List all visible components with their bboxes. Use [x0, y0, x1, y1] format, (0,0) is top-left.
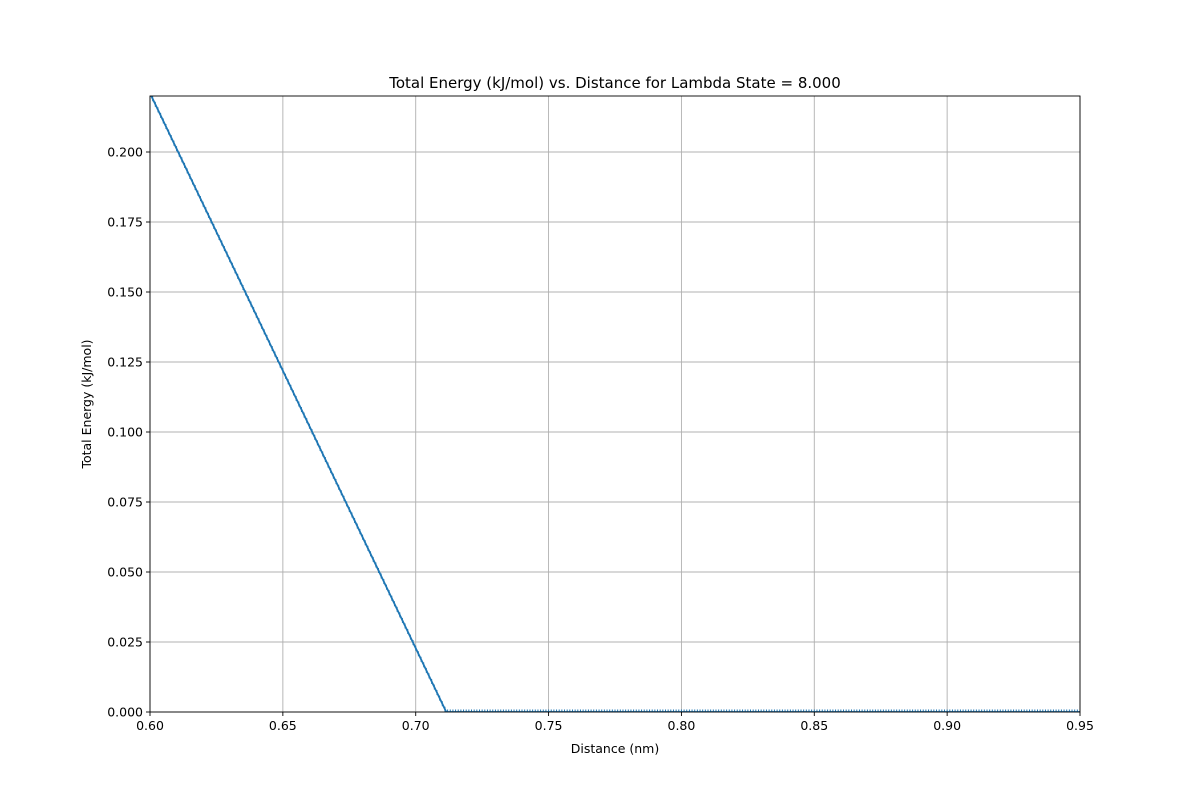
x-tick-label: 0.90	[933, 718, 961, 733]
y-tick-label: 0.150	[107, 285, 143, 300]
plot-frame	[149, 95, 1081, 713]
x-axis-label: Distance (nm)	[571, 741, 659, 756]
x-tick-label: 0.60	[136, 718, 164, 733]
y-tick-label: 0.200	[107, 145, 143, 160]
x-tick-label: 0.95	[1066, 718, 1094, 733]
x-tick-label: 0.75	[535, 718, 563, 733]
chart-title: Total Energy (kJ/mol) vs. Distance for L…	[388, 74, 841, 92]
y-tick-label: 0.100	[107, 425, 143, 440]
y-tick-label: 0.075	[107, 495, 143, 510]
series-layer	[150, 96, 1080, 712]
x-tick-label: 0.85	[800, 718, 828, 733]
y-tick-label: 0.175	[107, 215, 143, 230]
x-tick-label: 0.65	[269, 718, 297, 733]
y-tick-label: 0.125	[107, 355, 143, 370]
y-axis-label: Total Energy (kJ/mol)	[79, 339, 94, 469]
series-markers	[152, 96, 1080, 712]
x-tick-label: 0.80	[668, 718, 696, 733]
x-axis: 0.60 0.65 0.70 0.75 0.80 0.85 0.90 0.95	[136, 712, 1094, 733]
x-tick-label: 0.70	[402, 718, 430, 733]
grid-lines	[149, 96, 1081, 713]
y-tick-label: 0.000	[107, 705, 143, 720]
y-tick-label: 0.050	[107, 565, 143, 580]
y-tick-label: 0.025	[107, 635, 143, 650]
series-line	[150, 96, 1080, 712]
plot-area	[150, 96, 1080, 712]
y-axis: 0.000 0.025 0.050 0.075 0.100 0.125 0.150 0.175…	[107, 145, 150, 720]
